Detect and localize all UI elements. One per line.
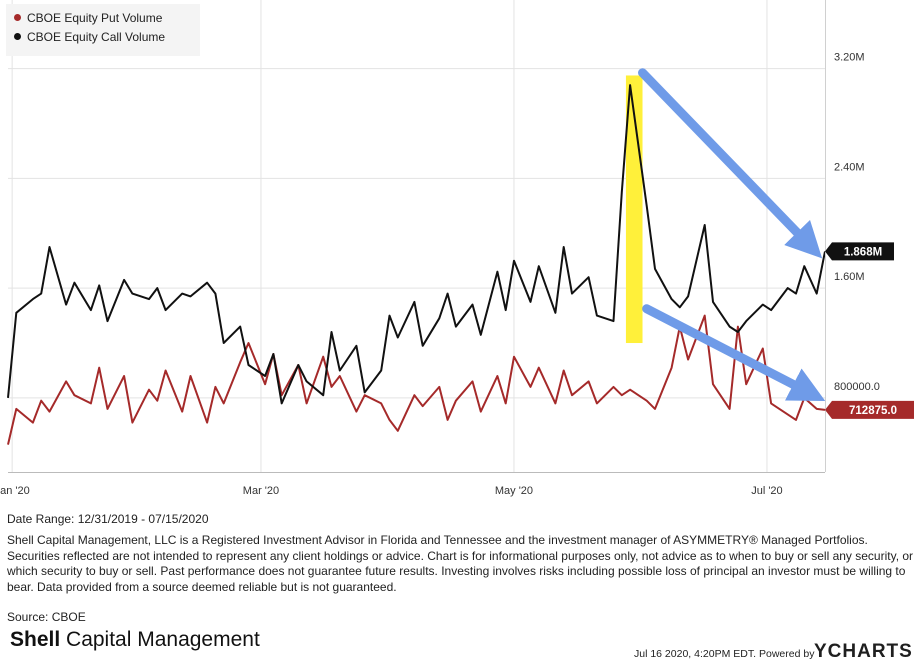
- disclaimer: Shell Capital Management, LLC is a Regis…: [7, 533, 914, 594]
- value-labels: 712875.0 1.868M: [825, 242, 914, 419]
- plot-area: [8, 0, 825, 472]
- legend-dot-call: [14, 33, 21, 40]
- series-layer: [7, 84, 826, 445]
- put-volume-line: [7, 314, 826, 445]
- powered-by: Powered by: [759, 648, 815, 660]
- timestamp: Jul 16 2020, 4:20PM EDT.: [634, 648, 756, 660]
- call-volume-line: [7, 84, 826, 405]
- y-tick-label: 2.40M: [834, 161, 865, 173]
- put-last-value-label: 712875.0: [849, 405, 897, 417]
- annotation-arrow: [638, 68, 823, 259]
- y-tick-label: 1.60M: [834, 271, 865, 283]
- y-tick-label: 3.20M: [834, 52, 865, 64]
- arrow-layer: [638, 68, 826, 401]
- ycharts-logo[interactable]: YCHARTS: [814, 641, 913, 662]
- legend: CBOE Equity Put Volume CBOE Equity Call …: [6, 4, 200, 56]
- logo-rest: Capital Management: [60, 628, 260, 651]
- axis-layer: 800000.0 1.60M 2.40M 3.20M Jan '20 Mar '20 May…: [0, 0, 880, 497]
- date-range: Date Range: 12/31/2019 - 07/15/2020: [7, 512, 209, 526]
- legend-item-put[interactable]: CBOE Equity Put Volume: [14, 11, 162, 25]
- x-tick-label: May '20: [495, 485, 533, 497]
- source: Source: CBOE: [7, 610, 86, 624]
- company-logo: Shell Capital Management: [10, 628, 260, 652]
- legend-label-call: CBOE Equity Call Volume: [27, 30, 166, 44]
- y-tick-label: 800000.0: [834, 381, 880, 393]
- legend-dot-put: [14, 14, 21, 21]
- call-last-value-label: 1.868M: [844, 246, 882, 258]
- x-tick-label: Mar '20: [243, 485, 279, 497]
- logo-bold: Shell: [10, 628, 61, 651]
- legend-label-put: CBOE Equity Put Volume: [27, 11, 163, 25]
- put-last-value-tag: [825, 400, 914, 419]
- legend-item-call[interactable]: CBOE Equity Call Volume: [14, 30, 165, 44]
- call-last-value-tag: [825, 242, 894, 261]
- x-tick-label: Jul '20: [751, 485, 782, 497]
- x-tick-label: Jan '20: [0, 485, 30, 497]
- chart: 800000.0 1.60M 2.40M 3.20M Jan '20 Mar '20 May…: [0, 0, 914, 497]
- annotation-arrow: [642, 304, 826, 401]
